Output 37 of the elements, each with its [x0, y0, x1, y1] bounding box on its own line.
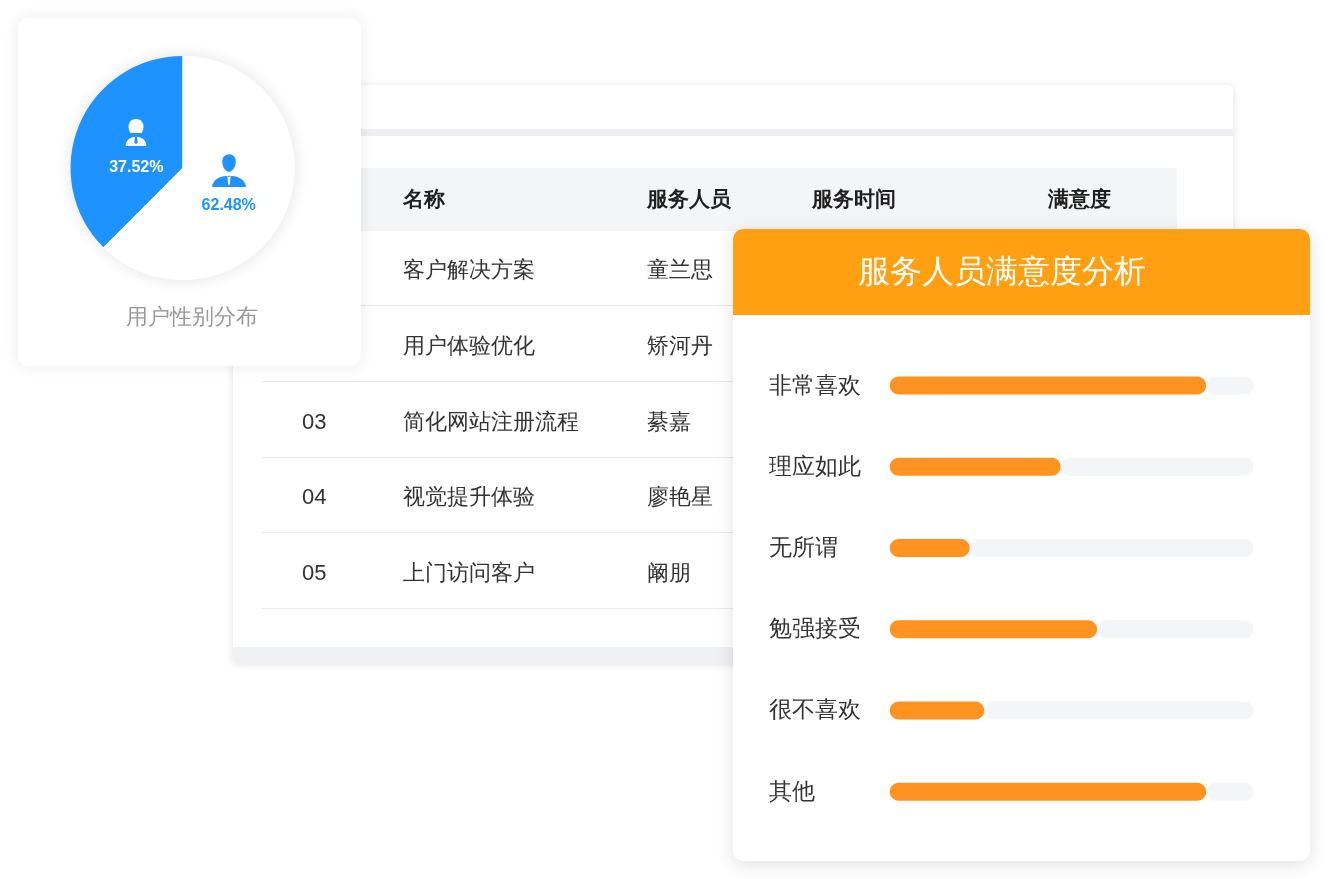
text: 用户性别分布	[125, 304, 258, 329]
bar	[1060, 457, 1254, 476]
category-label: 服务人员	[645, 187, 732, 210]
y-tick-label: 很不喜欢	[768, 696, 861, 723]
bar	[889, 782, 1207, 801]
y-tick-label: 其他	[768, 777, 815, 804]
text: 简化网站注册流程	[403, 408, 579, 434]
bar	[889, 701, 985, 720]
y-tick-label: 非常喜欢	[768, 371, 861, 398]
bar	[889, 620, 1098, 639]
category-label: 服务时间	[810, 187, 896, 210]
text: 廖艳星	[646, 484, 713, 510]
text: 矫河丹	[646, 332, 713, 358]
bar	[889, 538, 970, 557]
data-label: 37.52%	[109, 157, 164, 175]
chart-title: 服务人员满意度分析	[857, 252, 1146, 289]
text: 童兰思	[646, 256, 713, 282]
category-label: 05	[302, 560, 327, 586]
bar	[984, 701, 1254, 720]
bar	[889, 376, 1207, 395]
text: 客户解决方案	[403, 256, 535, 282]
data-label: 62.48%	[201, 196, 256, 214]
category-label: 04	[302, 484, 327, 510]
category-label: 名称	[402, 187, 445, 210]
bar	[969, 538, 1254, 557]
text: 用户体验优化	[403, 332, 535, 358]
category-label: 满意度	[1047, 187, 1111, 210]
text: 上门访问客户	[403, 560, 535, 586]
y-tick-label: 理应如此	[768, 452, 861, 479]
text: 视觉提升体验	[403, 484, 535, 510]
text: 綦嘉	[646, 408, 691, 434]
y-tick-label: 无所谓	[768, 533, 838, 560]
bar	[889, 457, 1061, 476]
bar	[1097, 620, 1254, 639]
category-label: 03	[302, 408, 327, 434]
y-tick-label: 勉强接受	[768, 615, 861, 642]
text: 阚朋	[646, 560, 691, 586]
